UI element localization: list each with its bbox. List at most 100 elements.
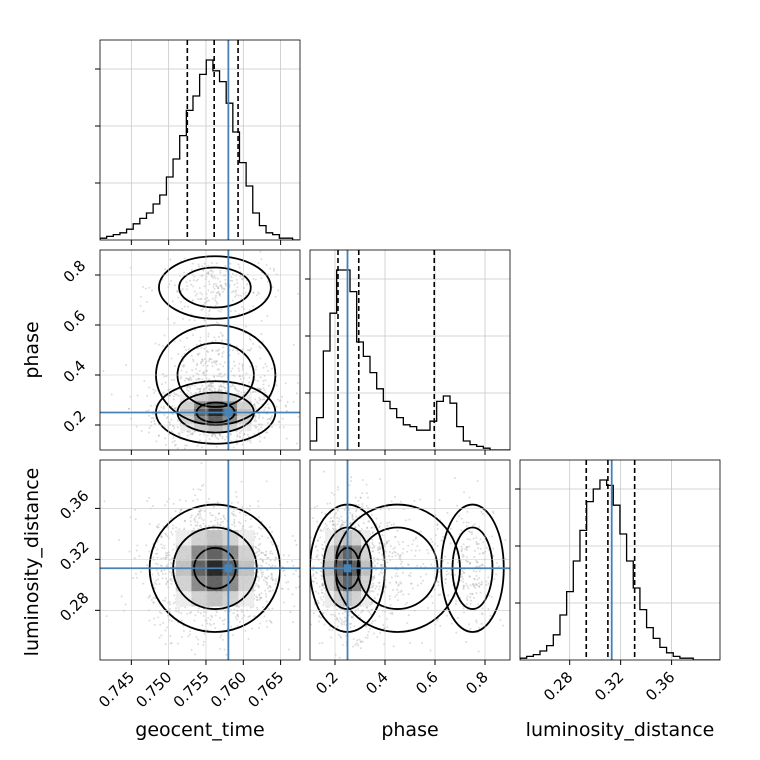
sample-point [445, 573, 448, 576]
sample-point [159, 623, 162, 626]
sample-point [202, 640, 205, 643]
sample-point [481, 552, 484, 555]
sample-point [253, 420, 256, 423]
sample-point [188, 385, 191, 388]
sample-point [196, 362, 199, 365]
sample-point [378, 541, 381, 544]
density-cell [179, 401, 195, 409]
sample-point [235, 443, 238, 446]
sample-point [236, 433, 239, 436]
sample-point [416, 545, 419, 548]
sample-point [238, 620, 241, 623]
sample-point [485, 580, 488, 583]
density-cell [207, 591, 223, 607]
sample-point [190, 268, 193, 271]
sample-point [258, 593, 261, 596]
sample-point [315, 582, 318, 585]
sample-point [216, 302, 219, 305]
sample-point [234, 491, 237, 494]
sample-point [209, 269, 212, 272]
sample-point [191, 299, 194, 302]
sample-point [261, 560, 264, 563]
sample-point [381, 534, 384, 537]
sample-point [477, 547, 480, 550]
sample-point [271, 530, 274, 533]
sample-point [172, 248, 174, 250]
sample-point [220, 284, 223, 287]
sample-point [174, 365, 177, 368]
sample-point [235, 293, 238, 296]
sample-point [155, 579, 158, 582]
sample-point [211, 340, 214, 343]
sample-point [396, 575, 399, 578]
sample-point [198, 388, 201, 391]
sample-point [457, 561, 460, 564]
sample-point [436, 545, 439, 548]
sample-point [180, 290, 183, 293]
sample-point [393, 550, 396, 553]
sample-point [196, 513, 199, 516]
sample-point [310, 536, 312, 539]
sample-point [247, 615, 250, 618]
sample-point [349, 522, 352, 525]
sample-point [250, 347, 253, 350]
sample-point [230, 276, 233, 279]
sample-point [318, 620, 321, 623]
sample-point [325, 524, 328, 527]
sample-point [215, 301, 218, 304]
sample-point [174, 407, 177, 410]
sample-point [295, 586, 298, 589]
sample-point [285, 410, 288, 413]
sample-point [305, 600, 307, 602]
sample-point [271, 415, 274, 418]
sample-point [258, 626, 261, 629]
panel-frame [99, 249, 301, 451]
sample-point [341, 523, 344, 526]
sample-point [264, 554, 267, 557]
sample-point [350, 622, 353, 625]
sample-point [160, 612, 163, 615]
sample-point [176, 447, 179, 450]
sample-point [320, 598, 323, 601]
sample-point [285, 581, 288, 584]
sample-point [195, 279, 198, 282]
sample-point [200, 274, 203, 277]
sample-point [177, 606, 180, 609]
sample-point [409, 572, 412, 575]
sample-point [222, 290, 225, 293]
sample-point [472, 577, 475, 580]
sample-point [370, 526, 373, 529]
sample-point [253, 404, 256, 407]
sample-point [409, 575, 412, 578]
sample-point [265, 480, 268, 483]
sample-point [224, 282, 227, 285]
sample-point [282, 569, 285, 572]
sample-point [218, 293, 221, 296]
sample-point [155, 525, 158, 528]
sample-point [255, 365, 258, 368]
sample-point [461, 575, 464, 578]
sample-point [254, 415, 257, 418]
sample-point [220, 634, 223, 637]
sample-point [254, 426, 257, 429]
sample-point [378, 581, 381, 584]
sample-point [438, 499, 441, 502]
sample-point [197, 611, 200, 614]
sample-point [260, 592, 263, 595]
sample-point [244, 629, 247, 632]
sample-point [266, 537, 269, 540]
sample-point [350, 661, 352, 663]
sample-point [210, 514, 213, 517]
sample-point [462, 607, 465, 610]
sample-point [455, 600, 458, 603]
sample-point [295, 597, 297, 599]
sample-point [356, 639, 359, 642]
sample-point [233, 283, 236, 286]
sample-point [207, 360, 210, 363]
sample-point [210, 384, 213, 387]
sample-point [170, 574, 173, 577]
sample-point [400, 582, 403, 585]
sample-point [165, 554, 168, 557]
sample-point [219, 271, 222, 274]
sample-point [361, 492, 364, 495]
